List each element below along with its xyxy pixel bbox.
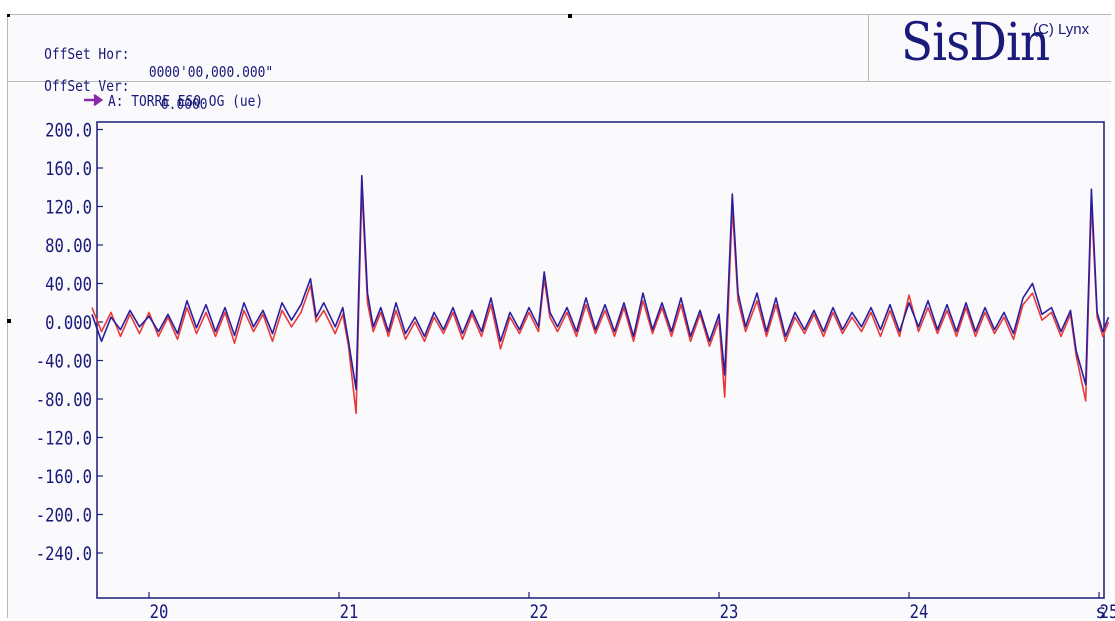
y-tick-label: 120.0 xyxy=(45,197,92,219)
y-tick-label: 80.00 xyxy=(45,236,92,258)
x-tick-label: 21 xyxy=(340,602,359,621)
top-marker xyxy=(568,14,572,18)
y-tick-label: -160.0 xyxy=(36,467,92,489)
offset-ver-value: 0.0000 xyxy=(160,95,208,113)
plot-window xyxy=(7,14,1111,618)
arrow-right-icon xyxy=(84,93,104,107)
axes: 200.0 160.0 120.0 80.00 40.00 0.000 -40.00 -80.… xyxy=(36,120,1115,621)
y-tick-label: 40.00 xyxy=(45,274,92,296)
app-logo: SisDin xyxy=(901,13,1050,73)
offset-hor-label: OffSet Hor: xyxy=(44,45,130,63)
y-tick-label: -200.0 xyxy=(36,505,92,527)
logo-panel: SisDin (C) Lynx xyxy=(868,13,1111,81)
x-tick-label: 22 xyxy=(530,602,549,621)
series-line-1 xyxy=(91,174,1110,391)
legend-label: A: TORRE ESQ OG (ue) xyxy=(108,93,263,110)
x-axis-unit: s xyxy=(1095,601,1106,621)
series-line-2 xyxy=(91,186,1110,415)
x-tick-label: 25 xyxy=(1100,602,1115,621)
x-tick-label: 20 xyxy=(150,602,169,621)
x-tick-label: 24 xyxy=(910,602,929,621)
corner-marker xyxy=(7,14,10,17)
zero-marker xyxy=(7,319,11,323)
legend: A: TORRE ESQ OG (ue) xyxy=(84,93,263,110)
y-tick-label: 0.000 xyxy=(45,313,92,335)
y-tick-label: -40.00 xyxy=(36,351,92,373)
plot-frame xyxy=(96,121,1105,599)
header-panel: OffSet Hor: 0000'00,000.000" OffSet Ver:… xyxy=(8,13,1111,113)
x-tick-label: 23 xyxy=(720,602,739,621)
offset-ver-row: OffSet Ver: 0.0000 xyxy=(13,59,207,131)
y-tick-label: -120.0 xyxy=(36,428,92,450)
y-tick-label: 200.0 xyxy=(45,120,92,142)
offset-hor-value: 0000'00,000.000" xyxy=(148,63,274,81)
offset-hor-row: OffSet Hor: 0000'00,000.000" xyxy=(13,27,273,99)
y-tick-label: 160.0 xyxy=(45,159,92,181)
logo-copyright: (C) Lynx xyxy=(1033,21,1090,38)
y-tick-label: -240.0 xyxy=(36,544,92,566)
offset-ver-label: OffSet Ver: xyxy=(44,77,130,95)
series-layer xyxy=(91,174,1110,415)
y-tick-label: -80.00 xyxy=(36,390,92,412)
